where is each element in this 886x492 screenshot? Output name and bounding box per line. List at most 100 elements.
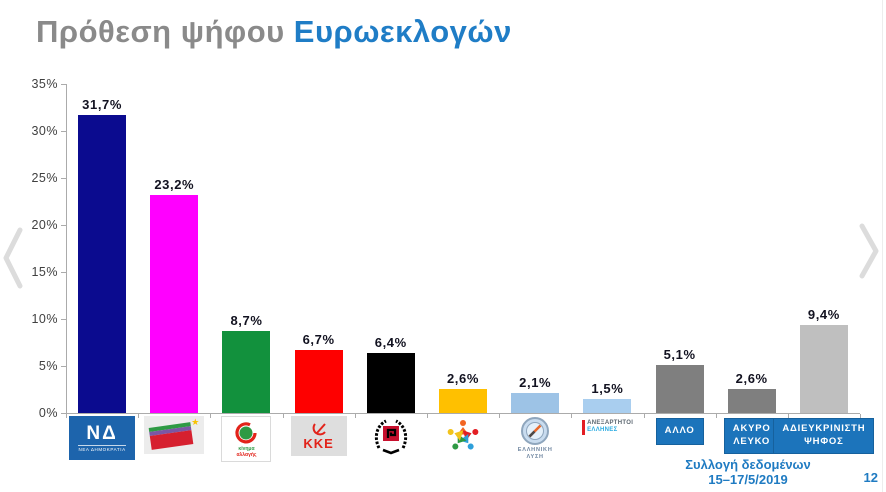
syriza-flag-logo: ★ [144, 416, 205, 454]
chart-column: 9,4% [788, 84, 860, 413]
footer-line1: Συλλογή δεδομένων [685, 457, 811, 472]
x-axis-tick [571, 414, 573, 418]
title-prefix: Πρόθεση ψήφου [36, 14, 294, 49]
chart-column: 1,5% [571, 84, 643, 413]
y-axis-line [66, 84, 67, 413]
bar-value-label: 1,5% [591, 381, 624, 396]
chart-column: 2,6% [427, 84, 499, 413]
y-axis-label: 30% [31, 124, 58, 138]
y-axis-tick [61, 272, 66, 273]
star-figures-logo [443, 416, 483, 456]
x-axis-tick [354, 414, 356, 418]
x-axis-category: ΑΔΙΕΥΚΡΙΝΙΣΤΗ ΨΗΦΟΣ [773, 416, 875, 472]
y-axis-tick [61, 131, 66, 132]
category-label-box: ΑΔΙΕΥΚΡΙΝΙΣΤΗ ΨΗΦΟΣ [773, 418, 875, 454]
title-highlight: Ευρωεκλογών [293, 14, 512, 49]
bar-value-label: 6,4% [374, 335, 407, 350]
x-axis-category [355, 416, 427, 472]
x-axis-tick [643, 414, 645, 418]
footer-line2: 15–17/5/2019 [708, 472, 788, 488]
prev-slide-button[interactable] [1, 225, 25, 296]
y-axis-label: 25% [31, 171, 58, 185]
x-axis-category: ΑΛΛΟ [644, 416, 716, 472]
x-axis-category: κίνημα αλλαγής [210, 416, 282, 472]
bar-value-label: 2,6% [735, 371, 768, 386]
x-axis-category: ΚΚΕ [283, 416, 355, 472]
chart-column: 2,1% [499, 84, 571, 413]
bar [799, 325, 848, 413]
bar-value-label: 6,7% [302, 332, 335, 347]
bar [222, 331, 271, 413]
y-axis-tick [61, 225, 66, 226]
bar [150, 195, 199, 413]
category-label-box: ΑΚΥΡΟ ΛΕΥΚΟ [723, 418, 780, 454]
x-axis-category: ★ [138, 416, 210, 472]
star-icon: ★ [191, 417, 200, 427]
x-axis-category: ΑΚΥΡΟ ΛΕΥΚΟ [716, 416, 788, 472]
page-number: 12 [863, 470, 878, 485]
bar [583, 399, 632, 413]
bar-value-label: 31,7% [82, 97, 123, 112]
x-axis-tick [787, 414, 789, 418]
x-axis-tick [426, 414, 428, 418]
y-axis-tick [61, 366, 66, 367]
sun-ring-icon [235, 421, 258, 443]
chart-column: 8,7% [210, 84, 282, 413]
bar [655, 365, 704, 413]
x-axis-category: ΕΛΛΗΝΙΚΗ ΛΥΣΗ [499, 416, 571, 472]
bar-value-label: 2,6% [446, 371, 479, 386]
kinima-allagis-logo: κίνημα αλλαγής [221, 416, 272, 462]
chevron-right-icon [859, 223, 879, 279]
bar [294, 350, 343, 413]
x-axis-tick [138, 414, 140, 418]
x-axis-category [427, 416, 499, 472]
bar [727, 389, 776, 413]
meander-wreath-logo [366, 416, 415, 458]
y-axis-tick [61, 84, 66, 85]
y-axis-tick [61, 413, 66, 414]
y-axis-label: 0% [38, 406, 58, 420]
y-axis-tick [61, 178, 66, 179]
footer-note: Συλλογή δεδομένων 15–17/5/2019 [655, 457, 841, 488]
page-title: Πρόθεση ψήφου Ευρωεκλογών [36, 14, 512, 50]
next-slide-button[interactable] [857, 221, 881, 286]
y-axis-label: 5% [38, 359, 58, 373]
bar-value-label: 5,1% [663, 347, 696, 362]
x-axis-tick [210, 414, 212, 418]
bar-value-label: 8,7% [230, 313, 263, 328]
y-axis-label: 35% [31, 77, 58, 91]
x-axis-line [66, 413, 860, 414]
bar-value-label: 23,2% [154, 177, 195, 192]
compass-icon [521, 417, 550, 445]
category-label-box: ΑΛΛΟ [655, 418, 704, 445]
x-axis-tick [715, 414, 717, 418]
x-axis-category: ΑΝΕΞΑΡΤΗΤΟΙ ΕΛΛΗΝΕΣ [571, 416, 643, 472]
x-axis-tick [499, 414, 501, 418]
bar [438, 389, 487, 413]
y-axis-label: 10% [31, 312, 58, 326]
chart-column: 31,7% [66, 84, 138, 413]
anexartitoi-ellines-logo: ΑΝΕΞΑΡΤΗΤΟΙ ΕΛΛΗΝΕΣ [581, 420, 634, 435]
bar [366, 353, 415, 413]
right-edge-divider [882, 0, 883, 492]
bar [78, 115, 127, 413]
chart-column: 6,4% [355, 84, 427, 413]
x-axis-tick [860, 414, 861, 418]
y-axis-label: 15% [31, 265, 58, 279]
bar-value-label: 2,1% [519, 375, 552, 390]
chart-column: 23,2% [138, 84, 210, 413]
chart-column: 2,6% [716, 84, 788, 413]
bar-value-label: 9,4% [807, 307, 840, 322]
bar [511, 393, 560, 413]
hammer-sickle-icon [312, 423, 326, 436]
nea-dimokratia-logo: ΝΔ ΝΕΑ ΔΗΜΟΚΡΑΤΙΑ [69, 416, 136, 460]
y-axis-tick [61, 319, 66, 320]
red-bar-icon [581, 420, 585, 435]
chart-column: 6,7% [283, 84, 355, 413]
chevron-left-icon [3, 227, 23, 289]
elliniki-lysi-compass-logo: ΕΛΛΗΝΙΚΗ ΛΥΣΗ [507, 416, 563, 464]
x-axis-tick [66, 414, 67, 418]
x-axis-category: ΝΔ ΝΕΑ ΔΗΜΟΚΡΑΤΙΑ [66, 416, 138, 472]
kke-logo: ΚΚΕ [290, 416, 347, 456]
